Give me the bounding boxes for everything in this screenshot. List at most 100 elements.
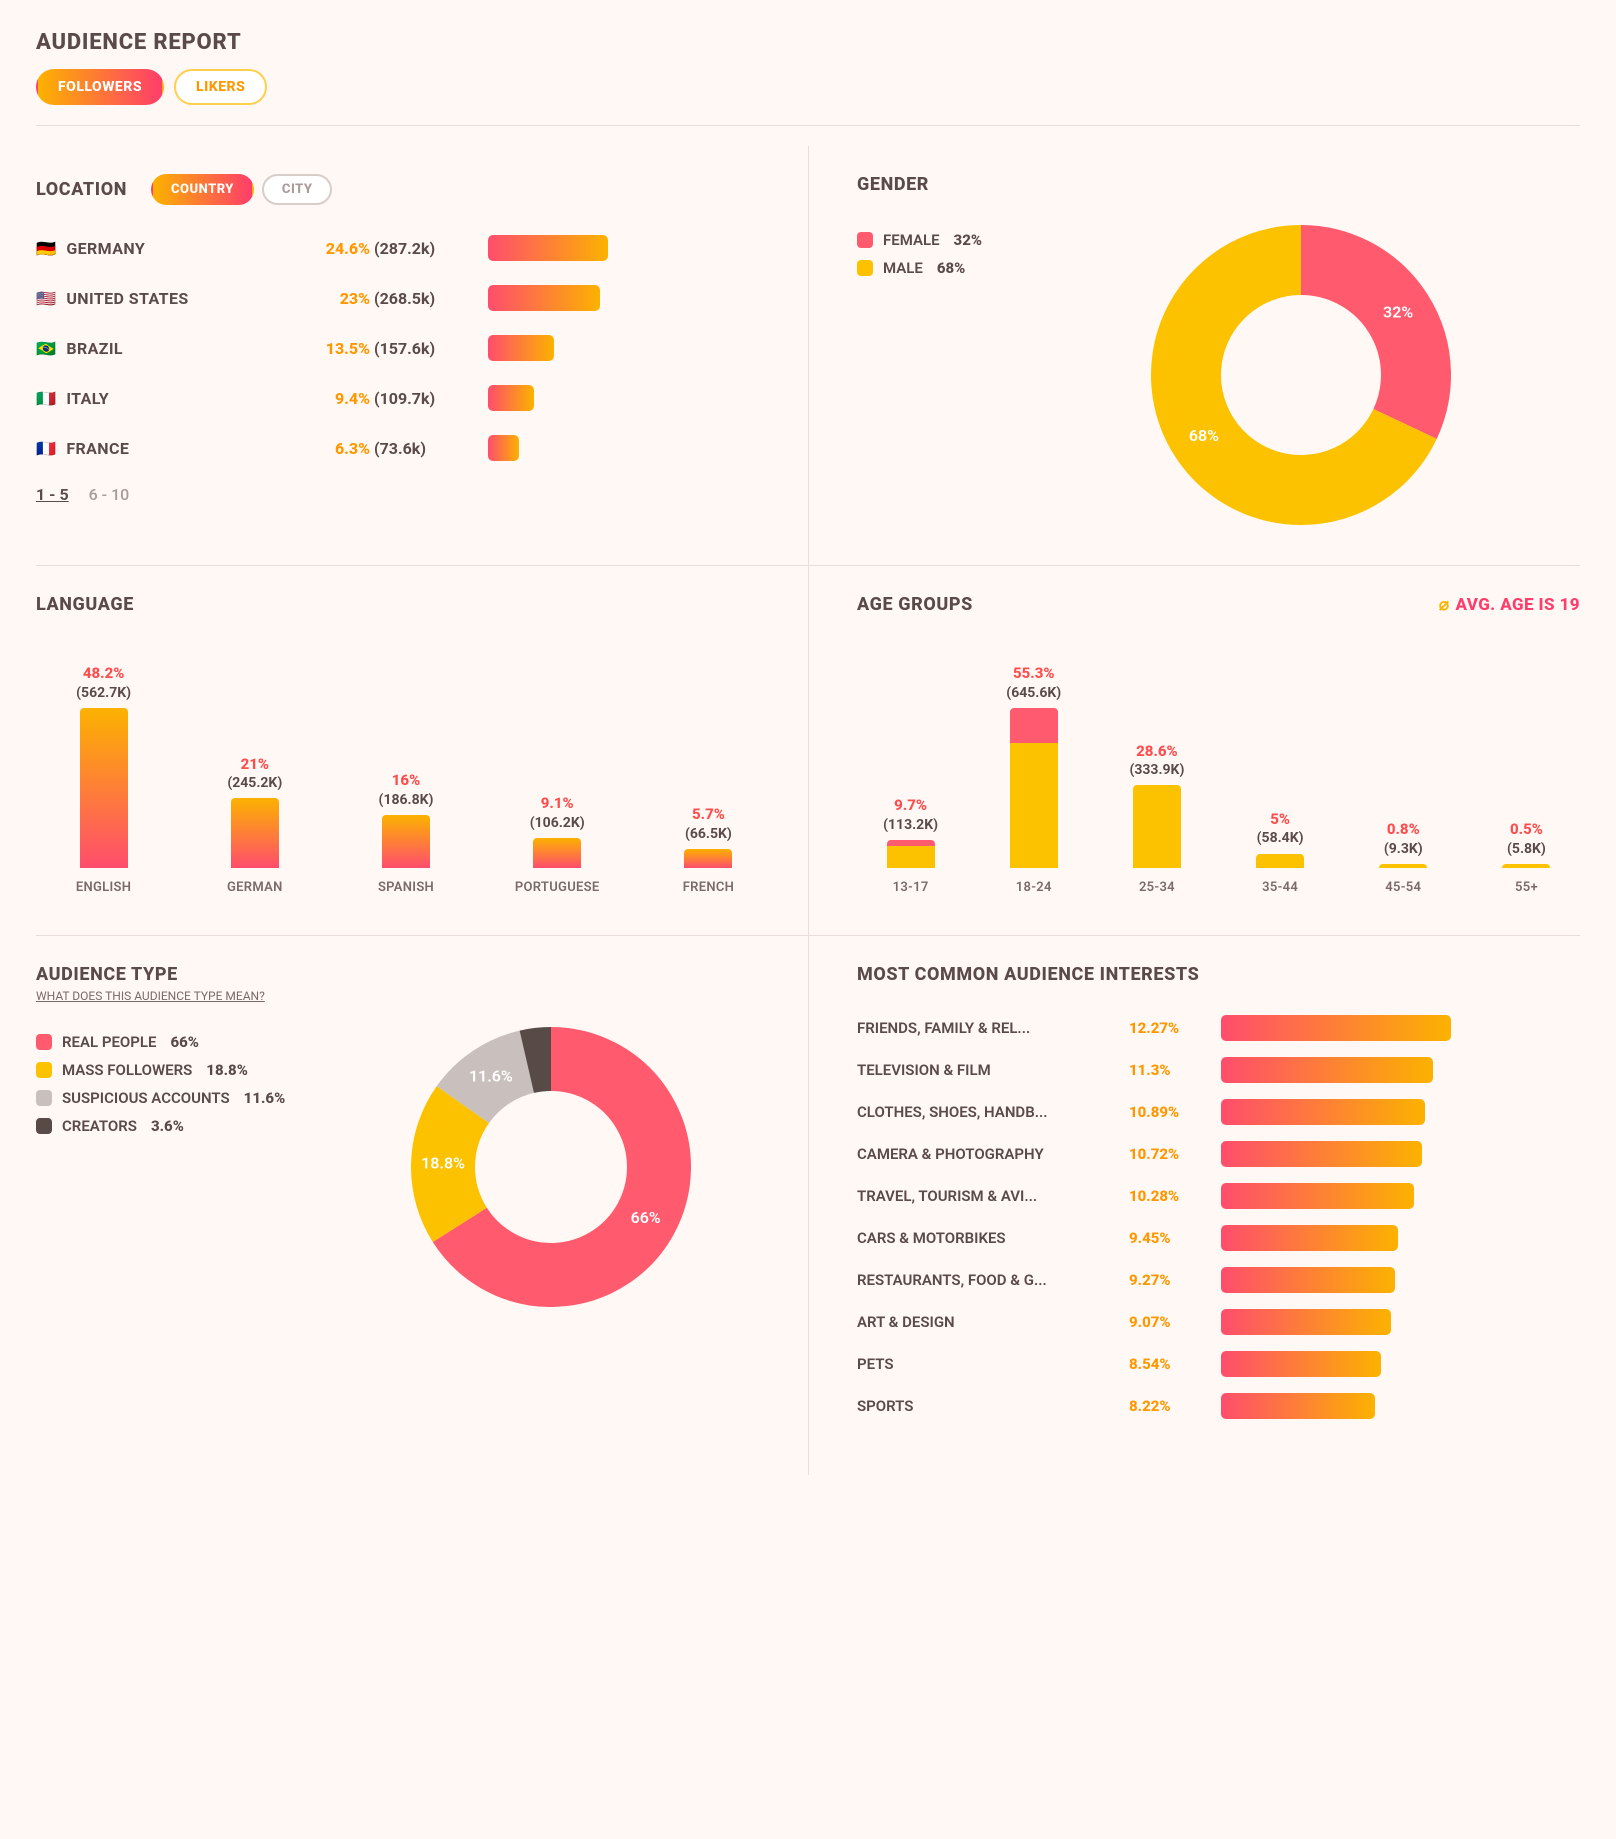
interest-bar (1221, 1099, 1580, 1125)
interest-name: CARS & MOTORBIKES (857, 1229, 1117, 1247)
audience-type-title: AUDIENCE TYPE (36, 964, 776, 985)
gender-donut: 32%68% (1022, 225, 1580, 525)
interest-row: RESTAURANTS, FOOD & G... 9.27% (857, 1267, 1580, 1293)
location-pager: 1 - 5 6 - 10 (36, 485, 776, 504)
interest-bar (1221, 1015, 1580, 1041)
location-bar (488, 235, 776, 261)
bar-axis-label: GERMAN (227, 880, 283, 895)
location-row: 🇩🇪GERMANY24.6%(287.2k) (36, 235, 776, 261)
bar-count: (9.3K) (1384, 840, 1423, 858)
bar-pct: 9.7% (883, 796, 938, 816)
location-name: 🇧🇷BRAZIL (36, 339, 276, 358)
bar-count: (186.8K) (379, 791, 434, 809)
interest-bar (1221, 1183, 1580, 1209)
interest-row: CAMERA & PHOTOGRAPHY10.72% (857, 1141, 1580, 1167)
location-count: (157.6k) (374, 339, 484, 358)
location-row: 🇫🇷FRANCE6.3%(73.6k) (36, 435, 776, 461)
location-name: 🇫🇷FRANCE (36, 439, 276, 458)
bar-count: (113.2K) (883, 816, 938, 834)
interest-name: TELEVISION & FILM (857, 1061, 1117, 1079)
interest-pct: 10.28% (1129, 1187, 1209, 1205)
language-bar: 21%(245.2K)GERMAN (187, 755, 322, 895)
legend-value: 18.8% (206, 1061, 248, 1079)
bar-pct: 0.5% (1507, 820, 1546, 840)
audience-type-help[interactable]: WHAT DOES THIS AUDIENCE TYPE MEAN? (36, 989, 776, 1003)
interest-row: CLOTHES, SHOES, HANDB...10.89% (857, 1099, 1580, 1125)
gender-legend: FEMALE32%MALE68% (857, 231, 982, 287)
interest-row: ART & DESIGN 9.07% (857, 1309, 1580, 1335)
bar-axis-label: 45-54 (1385, 880, 1421, 895)
bar-pct: 55.3% (1006, 664, 1061, 684)
legend-dot-icon (857, 232, 873, 248)
panel-gender: GENDER FEMALE32%MALE68% 32%68% (808, 146, 1580, 566)
bar-count: (333.9K) (1129, 761, 1184, 779)
age-bar: 28.6%(333.9K)25-34 (1103, 742, 1210, 895)
location-row: 🇺🇸UNITED STATES23%(268.5k) (36, 285, 776, 311)
bar-count: (58.4K) (1257, 829, 1304, 847)
panel-interests: MOST COMMON AUDIENCE INTERESTS FRIENDS, … (808, 936, 1580, 1475)
bar-count: (66.5K) (685, 825, 732, 843)
interest-bar (1221, 1393, 1580, 1419)
bar-pct: 5% (1257, 810, 1304, 830)
age-title: AGE GROUPS (857, 594, 973, 615)
legend-item: MALE68% (857, 259, 982, 277)
bar-count: (245.2K) (227, 774, 282, 792)
interest-name: FRIENDS, FAMILY & REL... (857, 1019, 1117, 1037)
location-bar (488, 385, 776, 411)
interest-name: PETS (857, 1355, 1117, 1373)
legend-item: CREATORS3.6% (36, 1117, 285, 1135)
audience-report: AUDIENCE REPORT FOLLOWERS LIKERS LOCATIO… (0, 0, 1616, 1505)
tab-country[interactable]: COUNTRY (151, 174, 254, 205)
bar-count: (562.7K) (76, 684, 131, 702)
age-bar: 9.7%(113.2K)13-17 (857, 796, 964, 895)
location-bar (488, 285, 776, 311)
legend-dot-icon (36, 1062, 52, 1078)
interest-name: SPORTS (857, 1397, 1117, 1415)
location-bar (488, 335, 776, 361)
legend-item: REAL PEOPLE66% (36, 1033, 285, 1051)
interest-row: FRIENDS, FAMILY & REL... 12.27% (857, 1015, 1580, 1041)
avg-age-icon: ⌀ (1439, 595, 1450, 615)
legend-value: 68% (937, 259, 965, 277)
location-count: (287.2k) (374, 239, 484, 258)
legend-item: SUSPICIOUS ACCOUNTS11.6% (36, 1089, 285, 1107)
audience-type-donut: 66%18.8%11.6% (325, 1027, 776, 1307)
legend-dot-icon (36, 1118, 52, 1134)
interests-title: MOST COMMON AUDIENCE INTERESTS (857, 964, 1199, 985)
interest-pct: 9.27% (1129, 1271, 1209, 1289)
interest-name: ART & DESIGN (857, 1313, 1117, 1331)
interest-bar (1221, 1351, 1580, 1377)
pager-6-10[interactable]: 6 - 10 (89, 485, 130, 504)
interest-pct: 12.27% (1129, 1019, 1209, 1037)
tab-followers[interactable]: FOLLOWERS (36, 69, 164, 105)
interest-pct: 10.89% (1129, 1103, 1209, 1121)
interest-pct: 9.07% (1129, 1313, 1209, 1331)
interest-name: RESTAURANTS, FOOD & G... (857, 1271, 1117, 1289)
location-pct: 24.6% (280, 239, 370, 258)
panel-location: LOCATION COUNTRY CITY 🇩🇪GERMANY24.6%(287… (36, 146, 808, 566)
tab-likers[interactable]: LIKERS (174, 69, 267, 105)
bar-axis-label: 55+ (1515, 880, 1538, 895)
location-pct: 9.4% (280, 389, 370, 408)
report-title: AUDIENCE REPORT (36, 30, 1580, 55)
language-bar: 48.2%(562.7K)ENGLISH (36, 664, 171, 895)
location-bar (488, 435, 776, 461)
language-bar: 5.7%(66.5K)FRENCH (641, 805, 776, 895)
legend-label: REAL PEOPLE (62, 1033, 156, 1051)
location-name: 🇩🇪GERMANY (36, 239, 276, 258)
top-tabs: FOLLOWERS LIKERS (36, 69, 267, 105)
gender-title: GENDER (857, 174, 929, 195)
location-name: 🇮🇹ITALY (36, 389, 276, 408)
bar-axis-label: PORTUGUESE (515, 880, 600, 895)
pager-1-5[interactable]: 1 - 5 (36, 485, 69, 504)
location-count: (73.6k) (374, 439, 484, 458)
interest-bar (1221, 1267, 1580, 1293)
bar-axis-label: 25-34 (1139, 880, 1175, 895)
flag-icon: 🇫🇷 (36, 439, 56, 458)
legend-dot-icon (857, 260, 873, 276)
interest-name: CAMERA & PHOTOGRAPHY (857, 1145, 1117, 1163)
tab-city[interactable]: CITY (262, 174, 333, 205)
interest-bar (1221, 1141, 1580, 1167)
legend-value: 3.6% (151, 1117, 184, 1135)
bar-pct: 9.1% (530, 794, 585, 814)
